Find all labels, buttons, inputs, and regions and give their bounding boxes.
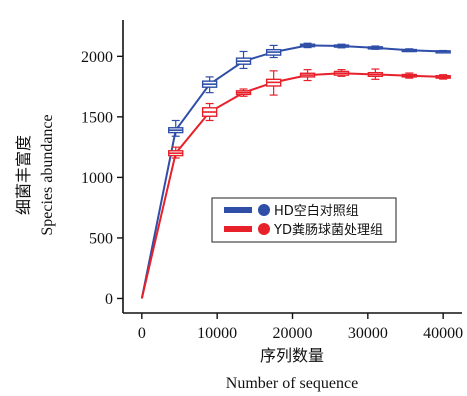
- box-plot: [235, 88, 252, 97]
- legend-label-yd: YD粪肠球菌处理组: [273, 223, 383, 238]
- y-tick-label: 2000: [81, 49, 113, 66]
- y-axis-label-en: Species abundance: [39, 114, 56, 235]
- x-tick-label: 30000: [348, 325, 388, 342]
- box-plot: [168, 119, 184, 137]
- y-ticks: 0 500 1000 1500 2000: [81, 49, 123, 308]
- legend-item-yd: YD粪肠球菌处理组: [224, 223, 383, 238]
- box-plot: [265, 70, 282, 96]
- box-plot: [333, 43, 350, 49]
- box-plot: [367, 68, 384, 80]
- x-axis-label-cn: 序列数量: [260, 346, 324, 365]
- legend-marker-hd: [258, 204, 270, 216]
- box-plot: [401, 72, 417, 79]
- series-hd: [140, 42, 451, 299]
- legend-item-hd: HD空白对照组: [224, 203, 359, 219]
- box-plot: [168, 146, 184, 159]
- box-plot: [435, 74, 451, 80]
- series-yd: [140, 68, 451, 299]
- x-tick-label: 20000: [273, 325, 313, 342]
- box-plot: [299, 69, 316, 82]
- legend-marker-yd: [258, 223, 270, 235]
- box-plot: [333, 69, 350, 77]
- box-plot: [235, 50, 252, 70]
- y-tick-label: 500: [89, 230, 113, 247]
- box-plot: [265, 44, 282, 59]
- x-tick-label: 40000: [423, 325, 463, 342]
- box-plot: [201, 102, 218, 122]
- legend-box: [211, 197, 397, 243]
- y-tick-label: 0: [105, 291, 113, 308]
- legend-swatch-yd: [224, 226, 252, 232]
- x-axis-label-en: Number of sequence: [226, 375, 358, 392]
- plot-area: [140, 42, 451, 299]
- x-tick-label: 10000: [197, 325, 237, 342]
- box-plot: [201, 76, 218, 94]
- legend-label-hd: HD空白对照组: [274, 203, 359, 219]
- y-tick-label: 1000: [81, 170, 113, 187]
- series-line: [140, 72, 444, 299]
- box-plot: [435, 49, 451, 54]
- box-plot: [367, 45, 384, 50]
- box-plot: [401, 48, 417, 53]
- series-line: [140, 44, 444, 299]
- x-tick-label: 0: [138, 325, 146, 342]
- box-plot: [299, 42, 316, 49]
- legend-swatch-hd: [224, 207, 252, 213]
- axes: [122, 20, 462, 314]
- y-tick-label: 1500: [81, 109, 113, 126]
- legend: HD空白对照组 YD粪肠球菌处理组: [211, 197, 397, 243]
- x-ticks: 0 10000 20000 30000 40000: [138, 313, 463, 342]
- y-axis-label-cn: 细菌丰富度: [14, 135, 33, 215]
